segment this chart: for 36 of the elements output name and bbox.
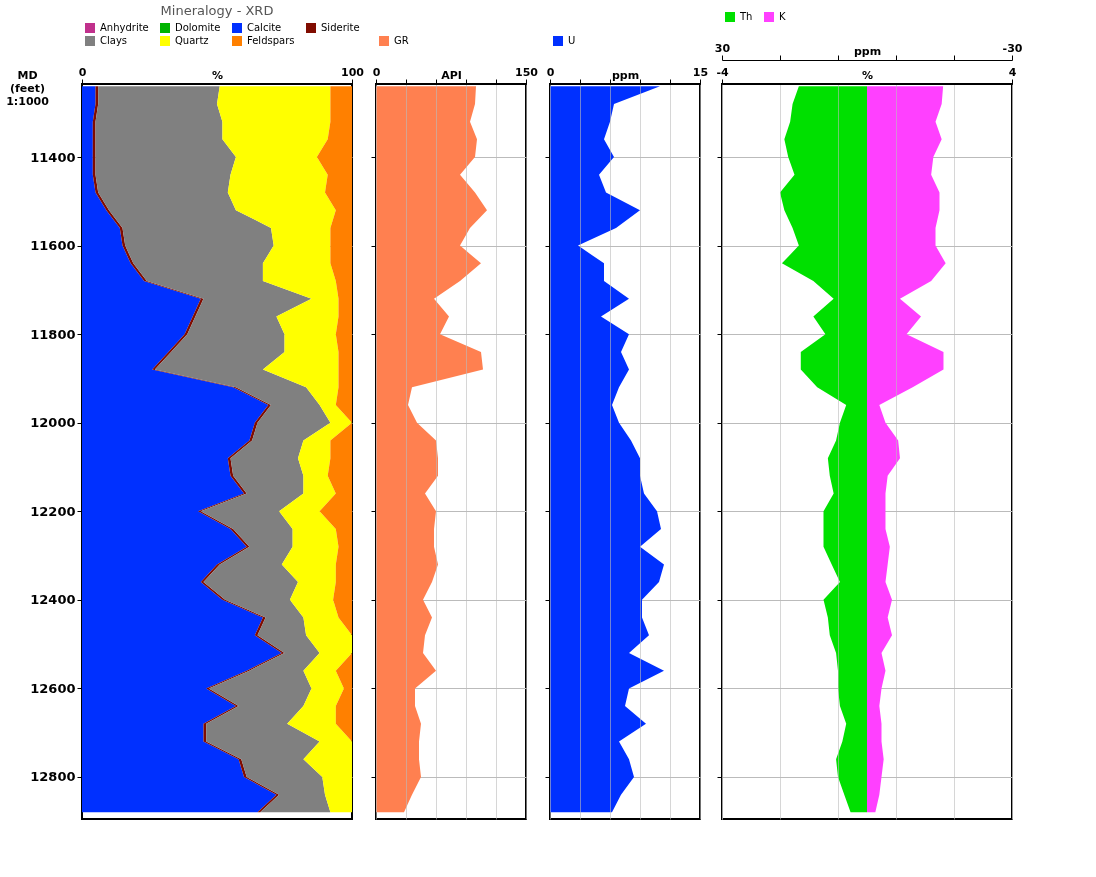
legend-label: GR xyxy=(394,35,409,46)
x2-tick-label: 4 xyxy=(1008,65,1017,79)
legend-label: Clays xyxy=(100,35,128,46)
y-tick-label: 11800 xyxy=(30,326,76,342)
x-axis-title: ppm xyxy=(611,68,640,82)
y-tick-label: 12800 xyxy=(30,769,76,785)
y-tick-label: 12200 xyxy=(30,503,76,519)
x-tick-label: 0 xyxy=(372,65,381,79)
x-tick-label: -30 xyxy=(1002,41,1023,55)
y-axis-title: MD (feet) 1:1000 xyxy=(6,68,50,108)
x-tick-label: 150 xyxy=(515,65,539,79)
y-tick-label: 12600 xyxy=(30,680,76,696)
x-tick-label: 0 xyxy=(546,65,555,79)
x-axis-title: ppm xyxy=(853,44,882,58)
legend-label: Anhydrite xyxy=(100,22,149,33)
x2-tick-label: -4 xyxy=(716,65,729,79)
y-tick-label: 12000 xyxy=(30,415,76,431)
x-tick-label: 15 xyxy=(692,65,709,79)
x-axis-title: API xyxy=(441,68,462,82)
legend-label: U xyxy=(568,35,576,46)
x-axis-title: % xyxy=(211,68,224,82)
y-tick-label: 11400 xyxy=(30,149,76,165)
legend-label: Quartz xyxy=(175,35,209,46)
legend-label: Th xyxy=(739,11,753,22)
x-tick-label: 0 xyxy=(78,65,87,79)
legend-label: K xyxy=(779,11,786,22)
chart-title: Mineralogy - XRD xyxy=(160,3,274,18)
x-tick-label: 100 xyxy=(341,65,365,79)
x-tick-label: 30 xyxy=(714,41,731,55)
legend-label: Calcite xyxy=(247,22,282,33)
legend-label: Feldspars xyxy=(247,35,295,46)
x2-axis-title: % xyxy=(861,68,874,82)
y-tick-label: 11600 xyxy=(30,238,76,254)
y-tick-label: 12400 xyxy=(30,592,76,608)
legend-label: Siderite xyxy=(321,22,360,33)
legend-label: Dolomite xyxy=(175,22,221,33)
